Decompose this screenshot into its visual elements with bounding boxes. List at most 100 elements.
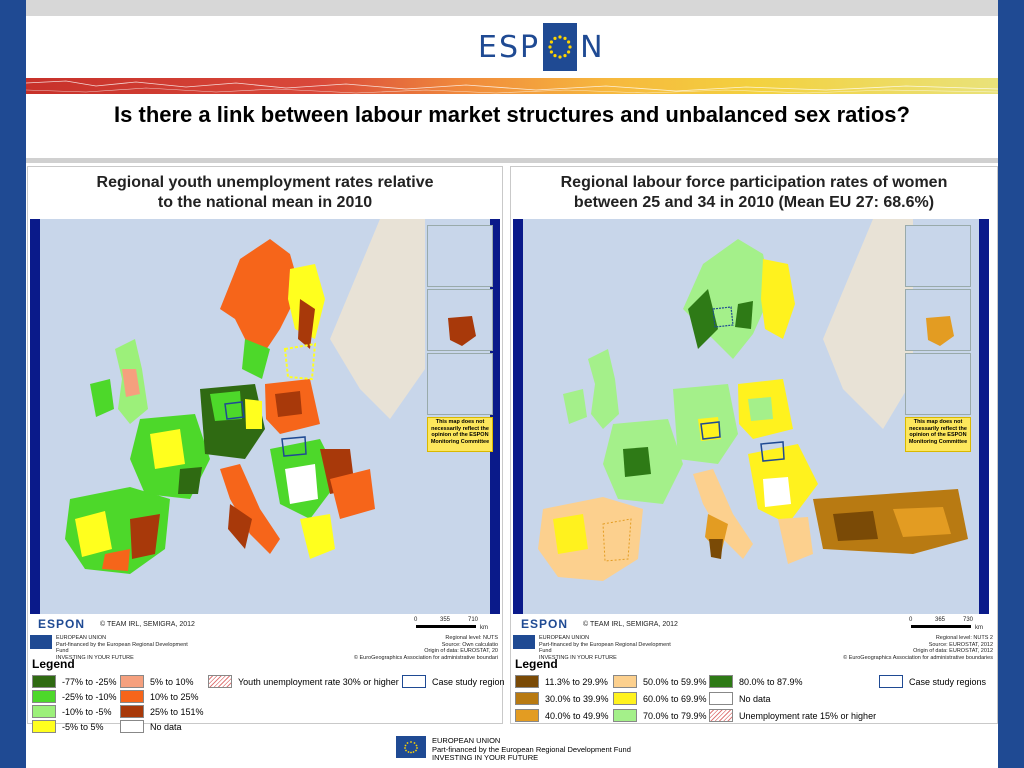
inset-french-guiana bbox=[905, 289, 971, 351]
right-map-right-bar bbox=[979, 219, 989, 614]
right-map-frame-bar bbox=[490, 219, 500, 614]
right-map-title: Regional labour force participation rate… bbox=[511, 173, 997, 213]
left-eu-flag-icon bbox=[30, 635, 52, 649]
left-map-title-line1: Regional youth unemployment rates relati… bbox=[96, 174, 434, 191]
legend-swatch bbox=[613, 709, 637, 722]
right-src-line2: Source: EUROSTAT, 2012 bbox=[928, 641, 993, 648]
female-participation-map-panel: Regional labour force participation rate… bbox=[510, 166, 998, 724]
left-map-title: Regional youth unemployment rates relati… bbox=[28, 173, 502, 213]
left-legend: -77% to -25% -25% to -10% -10% to -5% -5… bbox=[30, 673, 505, 733]
right-scale-max: 730 bbox=[963, 617, 974, 623]
left-src-line1: Regional level: NUTS bbox=[445, 635, 498, 641]
legend-swatch bbox=[515, 709, 539, 722]
left-map-source: Regional level: NUTS Source: Own calcula… bbox=[298, 635, 498, 661]
legend-label: 80.0% to 87.9% bbox=[739, 676, 803, 687]
legend-label: Youth unemployment rate 30% or higher bbox=[238, 676, 399, 687]
title-divider bbox=[26, 158, 998, 163]
logo-text-right: N bbox=[580, 29, 605, 65]
inset-reunion-azores bbox=[905, 353, 971, 415]
right-legend-item: Unemployment rate 15% or higher bbox=[709, 709, 876, 722]
legend-swatch bbox=[515, 675, 539, 688]
legend-label: Unemployment rate 15% or higher bbox=[739, 710, 877, 721]
legend-swatch bbox=[120, 720, 144, 733]
right-espon-logo: ESPON bbox=[521, 617, 569, 631]
inset-canary-islands bbox=[427, 225, 493, 287]
right-scale-0: 0 bbox=[909, 617, 913, 623]
left-scale-max: 710 bbox=[468, 617, 479, 623]
legend-label: 5% to 10% bbox=[150, 676, 194, 687]
left-src-line3: Origin of data: EUROSTAT, 20 bbox=[424, 648, 498, 654]
left-legend-item: Case study region bbox=[402, 675, 505, 688]
legend-label: Case study regions bbox=[909, 676, 987, 687]
europe-map-youth-unemployment bbox=[40, 219, 490, 614]
youth-unemployment-map-panel: Regional youth unemployment rates relati… bbox=[27, 166, 505, 733]
left-eu-line3: INVESTING IN YOUR FUTURE bbox=[56, 654, 134, 661]
right-map-footer: ESPON © TEAM IRL, SEMIGRA, 2012 0 365 73… bbox=[513, 615, 995, 635]
left-scale-0: 0 bbox=[414, 617, 418, 623]
left-scale-unit: km bbox=[480, 625, 488, 631]
left-espon-logo: ESPON bbox=[38, 617, 86, 631]
right-legend-item: 40.0% to 49.9% bbox=[515, 709, 609, 722]
right-legend-item: 70.0% to 79.9% bbox=[613, 709, 707, 722]
left-legend-item: -10% to -5% bbox=[32, 705, 112, 718]
left-legend-item: -25% to -10% bbox=[32, 690, 117, 703]
right-legend-item: No data bbox=[709, 692, 771, 705]
legend-label: 11.3% to 29.9% bbox=[545, 676, 608, 687]
right-blue-border bbox=[998, 0, 1024, 768]
left-legend-item: 25% to 151% bbox=[120, 705, 204, 718]
right-legend-item: Case study regions bbox=[879, 675, 986, 688]
right-map-left-bar bbox=[513, 219, 523, 614]
legend-label: 50.0% to 59.9% bbox=[643, 676, 707, 687]
legend-label: 10% to 25% bbox=[150, 691, 199, 702]
right-map-image: This map does not necessarily reflect th… bbox=[513, 219, 989, 614]
legend-label: 60.0% to 69.9% bbox=[643, 693, 707, 704]
left-blue-border bbox=[0, 0, 26, 768]
left-eu-funding-text: EUROPEAN UNION Part-financed by the Euro… bbox=[56, 635, 196, 661]
legend-label: No data bbox=[150, 721, 182, 732]
legend-swatch bbox=[709, 675, 733, 688]
right-legend-item: 50.0% to 59.9% bbox=[613, 675, 707, 688]
right-eu-line3: INVESTING IN YOUR FUTURE bbox=[539, 654, 617, 661]
legend-label: -25% to -10% bbox=[62, 691, 117, 702]
left-src-line2: Source: Own calculatio bbox=[441, 641, 498, 648]
right-src-line1: Regional level: NUTS 2 bbox=[935, 635, 993, 641]
right-src-line4: © EuroGeographics Association for admini… bbox=[843, 654, 993, 661]
footer-line3: INVESTING IN YOUR FUTURE bbox=[432, 753, 539, 762]
legend-label: No data bbox=[739, 693, 771, 704]
legend-label: 70.0% to 79.9% bbox=[643, 710, 707, 721]
left-legend-title: Legend bbox=[32, 657, 75, 671]
left-map-disclaimer: This map does not necessarily reflect th… bbox=[427, 417, 493, 452]
right-legend-item: 30.0% to 39.9% bbox=[515, 692, 609, 705]
right-map-title-line1: Regional labour force participation rate… bbox=[560, 174, 948, 191]
legend-swatch bbox=[709, 692, 733, 705]
right-map-credit: © TEAM IRL, SEMIGRA, 2012 bbox=[583, 621, 678, 628]
legend-label: 25% to 151% bbox=[150, 706, 204, 717]
legend-label: -10% to -5% bbox=[62, 706, 112, 717]
slide-title: Is there a link between labour market st… bbox=[114, 102, 910, 127]
legend-swatch-case-study bbox=[402, 675, 426, 688]
logo-text-left: ESP bbox=[478, 29, 541, 65]
right-scale-unit: km bbox=[975, 625, 983, 631]
right-map-disclaimer: This map does not necessarily reflect th… bbox=[905, 417, 971, 452]
left-map-footer: ESPON © TEAM IRL, SEMIGRA, 2012 0 355 71… bbox=[30, 615, 500, 635]
legend-swatch bbox=[32, 690, 56, 703]
inset-canary-islands bbox=[905, 225, 971, 287]
footer-line1: EUROPEAN UNION bbox=[432, 736, 501, 745]
legend-swatch bbox=[120, 705, 144, 718]
right-src-line3: Origin of data: EUROSTAT, 2012 bbox=[913, 648, 993, 654]
header: ESP N bbox=[26, 16, 998, 78]
right-map-metadata: EUROPEAN UNION Part-financed by the Euro… bbox=[513, 635, 995, 661]
map-banner-strip bbox=[26, 78, 998, 94]
right-legend-title: Legend bbox=[515, 657, 558, 671]
top-grey-strip bbox=[26, 0, 998, 16]
right-eu-line1: EUROPEAN UNION bbox=[539, 635, 590, 641]
legend-swatch bbox=[120, 690, 144, 703]
espon-logo: ESP N bbox=[478, 23, 605, 71]
right-eu-flag-icon bbox=[513, 635, 535, 649]
legend-swatch-hatch bbox=[709, 709, 733, 722]
left-legend-item: 5% to 10% bbox=[120, 675, 194, 688]
europe-map-female-participation bbox=[523, 219, 979, 614]
right-map-source: Regional level: NUTS 2 Source: EUROSTAT,… bbox=[793, 635, 993, 661]
legend-swatch bbox=[613, 692, 637, 705]
legend-swatch bbox=[32, 675, 56, 688]
